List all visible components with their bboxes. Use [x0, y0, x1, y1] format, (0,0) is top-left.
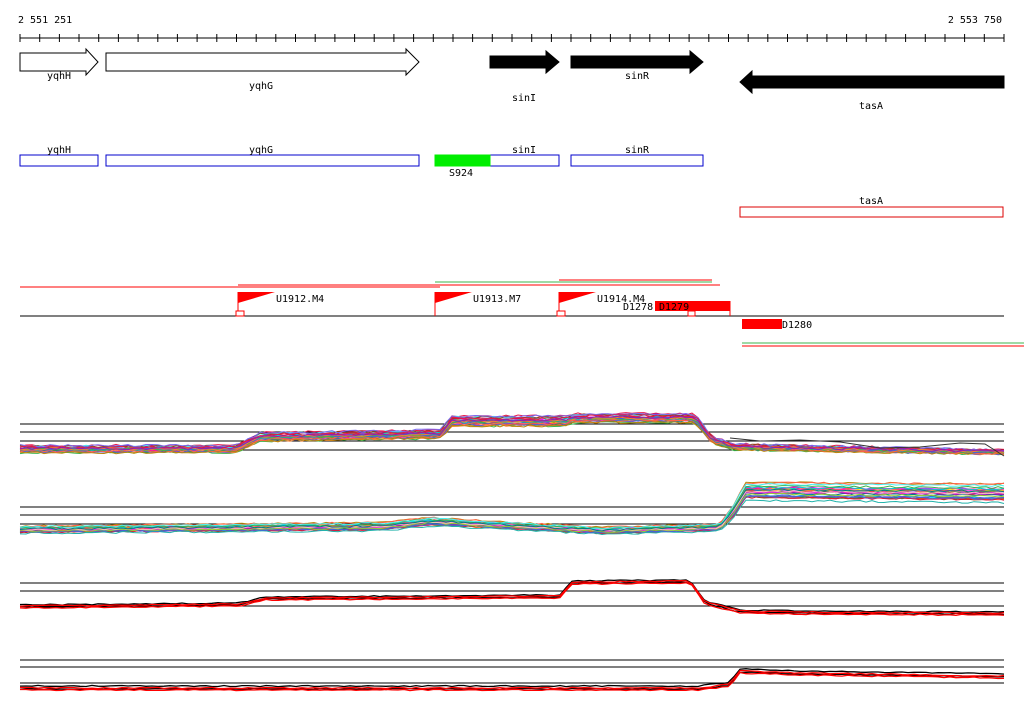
summary-profile-line — [19, 668, 1005, 688]
feature-track: U1912.M4 U1913.M7 U1914.M4 D1278 D1279 D… — [20, 279, 1024, 347]
upshift-flag-u1912[interactable] — [238, 292, 275, 303]
expression-profiles-plus — [19, 412, 1005, 457]
transcript-track: yqhH yqhG sinI S924 sinR tasA — [19, 145, 1004, 218]
upshift-flag-u1914[interactable] — [559, 292, 596, 303]
gene-label-sini: sinI — [512, 93, 536, 104]
plus-transcript-label-sini: sinI — [512, 145, 536, 156]
gene-arrow-yqhh[interactable] — [19, 47, 99, 77]
gene-label-yqhh: yqhH — [47, 71, 71, 82]
ruler-end-label: 2 553 750 — [948, 15, 1002, 26]
upshift-flag-u1913[interactable] — [435, 292, 472, 303]
coordinate-ruler: 2 551 251 2 553 750 — [18, 15, 1005, 42]
plus-transcript-label-sinr: sinR — [625, 145, 650, 156]
ruler-ticks — [19, 34, 1005, 42]
expression-track-plus-strand — [19, 412, 1005, 457]
downshift-label-d1279: D1279 — [659, 302, 689, 313]
expression-profile-line — [19, 492, 1005, 533]
expression-profile-line — [19, 418, 1005, 455]
plus-transcript-label-yqhh: yqhH — [47, 145, 71, 156]
minus-transcript-tasa[interactable] — [739, 206, 1004, 218]
expression-profile-line — [729, 437, 1005, 457]
upshift-label-u1912: U1912.M4 — [276, 294, 324, 305]
downshift-block-d1278[interactable] — [655, 301, 730, 311]
gene-label-yqhg: yqhG — [249, 81, 273, 92]
gene-label-tasa: tasA — [859, 101, 883, 112]
upshift-anchor — [556, 310, 566, 317]
summary-profile-line — [19, 582, 1005, 616]
plus-transcript-label-yqhg: yqhG — [249, 145, 273, 156]
upshift-label-u1913: U1913.M7 — [473, 294, 521, 305]
expression-profile-line — [19, 490, 1005, 532]
downshift-anchor — [687, 310, 696, 317]
summary-track-plus-strand — [19, 579, 1005, 616]
summary-profile-line — [20, 671, 1005, 692]
plus-transcript-sini[interactable] — [489, 154, 560, 167]
summary-track-minus-strand — [19, 659, 1005, 692]
expression-profile-line — [19, 420, 1005, 455]
gene-label-sinr: sinR — [625, 71, 650, 82]
plus-transcript-yqhg[interactable] — [105, 154, 420, 167]
minus-transcript-label-tasa: tasA — [859, 196, 883, 207]
plus-transcript-yqhh[interactable] — [19, 154, 99, 167]
upshift-anchor — [235, 310, 245, 317]
downshift-label-d1278: D1278 — [623, 302, 653, 313]
gene-track: yqhH yqhG sinI sinR tasA — [19, 47, 1005, 112]
gene-arrow-yqhg[interactable] — [105, 47, 420, 77]
downshift-label-d1280: D1280 — [782, 320, 812, 331]
summary-profiles-plus — [19, 579, 1005, 616]
expression-profile-line — [19, 482, 1005, 530]
expression-profiles-minus — [19, 481, 1005, 536]
segment-s924[interactable] — [434, 154, 491, 167]
summary-profile-line — [20, 669, 1005, 690]
summary-profiles-minus — [19, 668, 1005, 692]
upshift-label-u1914: U1914.M4 — [597, 294, 645, 305]
ruler-start-label: 2 551 251 — [18, 15, 72, 26]
expression-profile-line — [19, 415, 1005, 453]
downshift-block-d1280[interactable] — [742, 319, 782, 329]
gene-arrow-tasa[interactable] — [739, 69, 1005, 95]
gene-arrow-sinr[interactable] — [570, 49, 704, 75]
expression-profile-line — [19, 499, 1005, 536]
gene-arrow-sini[interactable] — [489, 49, 560, 75]
expression-profile-line — [19, 414, 1005, 452]
expression-track-minus-strand — [19, 481, 1005, 536]
expression-profile-line — [19, 412, 1005, 452]
summary-profile-line — [19, 579, 1005, 615]
plus-transcript-sinr[interactable] — [570, 154, 704, 167]
segment-label-s924: S924 — [449, 168, 473, 179]
expression-profile-line — [19, 488, 1005, 532]
